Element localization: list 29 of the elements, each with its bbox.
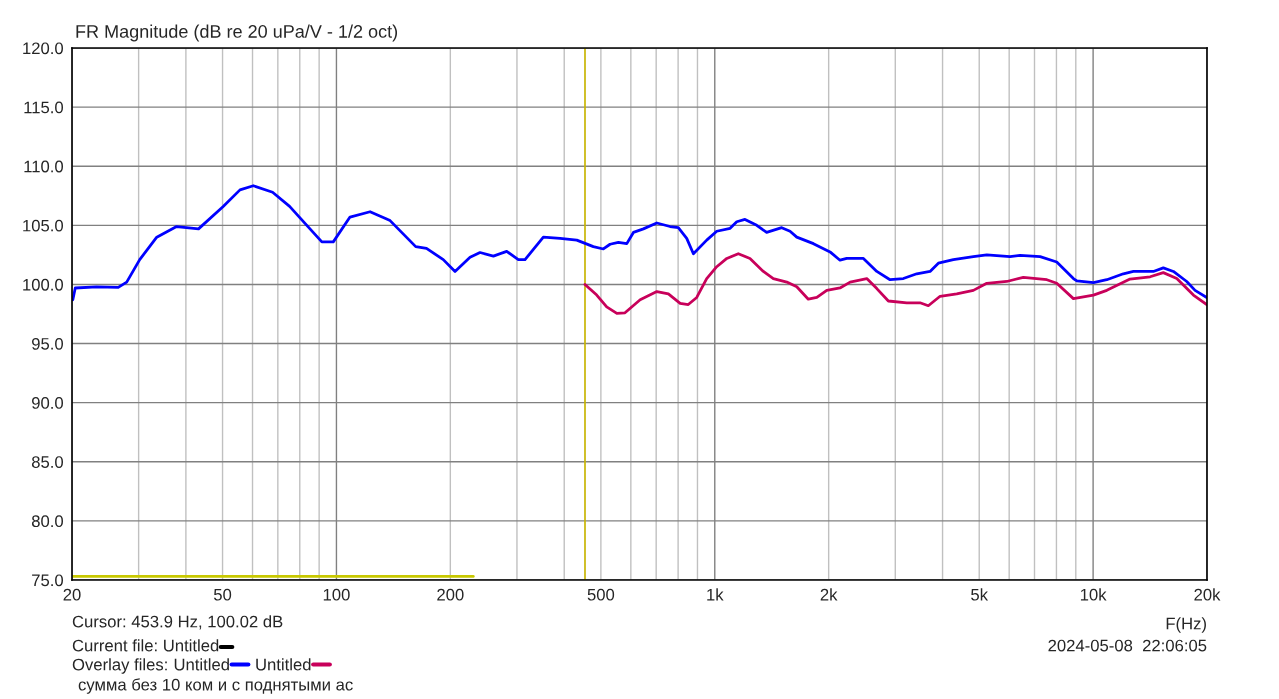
y-tick-label: 95.0	[32, 337, 64, 350]
text: Overlay files:	[72, 658, 167, 674]
legend-label: Untitled	[174, 658, 229, 671]
x-tick-label: 500	[587, 588, 615, 601]
x-tick-label: 5k	[971, 588, 989, 601]
chart-title: FR Magnitude (dB re 20 uPa/V - 1/2 oct)	[76, 24, 398, 42]
y-tick-label: 80.0	[31, 515, 64, 528]
y-tick-label: 120.0	[23, 42, 64, 55]
x-axis-title: F(Hz)	[1166, 617, 1206, 633]
text: Current file: Untitled	[72, 639, 219, 652]
y-tick-label: 85.0	[31, 456, 64, 468]
x-tick-label: 20k	[1194, 588, 1221, 601]
text: 2024-05-08 22:06:05	[1048, 639, 1207, 652]
x-tick-label: 50	[213, 588, 232, 601]
y-tick-label: 115.0	[24, 101, 64, 114]
x-tick-label: 1k	[707, 588, 724, 601]
x-tick-label: 100	[323, 588, 350, 601]
legend-label: Untitled	[256, 658, 311, 671]
x-tick-label: 20	[63, 588, 81, 601]
y-tick-label: 105.0	[23, 219, 64, 232]
text: сумма без 10 ком и с поднятыми ас	[78, 678, 353, 694]
y-tick-label: 90.0	[32, 397, 64, 409]
x-tick-label: 10k	[1080, 588, 1107, 601]
x-tick-label: 2k	[820, 588, 838, 601]
y-tick-label: 75.0	[32, 574, 64, 587]
y-tick-label: 100.0	[23, 278, 64, 291]
x-tick-label: 200	[437, 588, 464, 601]
text: Cursor: 453.9 Hz, 100.02 dB	[72, 615, 283, 630]
y-tick-label: 110.0	[24, 160, 64, 173]
